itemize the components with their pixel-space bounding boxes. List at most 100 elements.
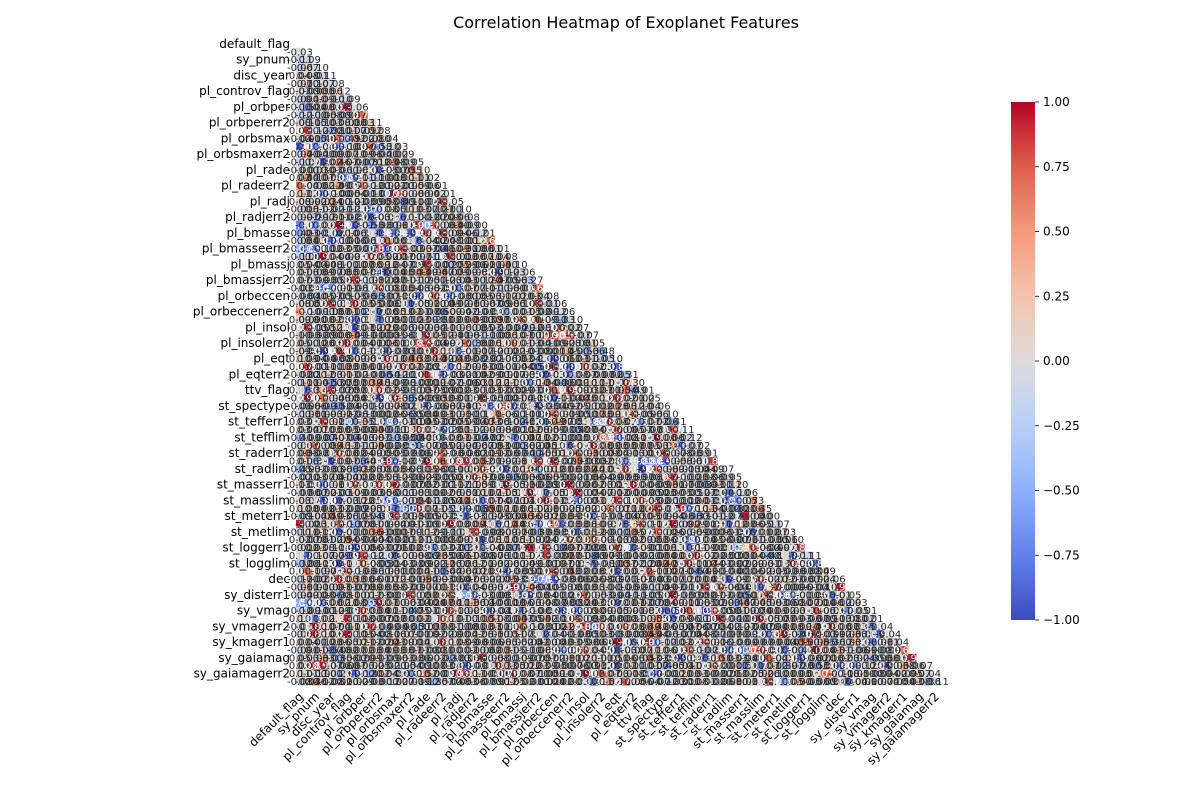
heatmap-cell (335, 394, 344, 403)
heatmap-cell (423, 213, 432, 222)
heatmap-cell (311, 71, 321, 80)
heatmap-cell (518, 291, 527, 301)
heatmap-cell (415, 307, 424, 316)
heatmap-cell (399, 315, 408, 324)
heatmap-cell (303, 315, 313, 324)
heatmap-cell (431, 323, 440, 332)
heatmap-cell (296, 315, 305, 324)
heatmap-cell (447, 378, 456, 387)
heatmap-cell (431, 354, 440, 363)
heatmap-cell (335, 268, 344, 277)
heatmap-cell (399, 228, 408, 238)
heatmap-cell (296, 118, 305, 127)
heatmap-cell (598, 370, 607, 379)
heatmap-cell (303, 268, 313, 277)
heatmap-cell (383, 244, 392, 253)
heatmap-cell (303, 197, 313, 206)
heatmap-cell (391, 370, 400, 379)
heatmap-cell (455, 291, 464, 301)
heatmap-cell (447, 331, 456, 340)
heatmap-cell (367, 126, 376, 135)
heatmap-cell (359, 110, 368, 119)
heatmap-cell (383, 142, 392, 151)
heatmap-cell (335, 362, 344, 371)
heatmap-cell (550, 354, 559, 363)
heatmap-cells (296, 47, 941, 686)
heatmap-cell (319, 299, 329, 308)
heatmap-cell (407, 354, 416, 363)
heatmap-cell (439, 402, 448, 411)
heatmap-cell (296, 165, 305, 175)
heatmap-cell (486, 386, 496, 395)
heatmap-cell (311, 354, 321, 363)
heatmap-cell (502, 276, 511, 285)
heatmap-cell (510, 370, 519, 379)
heatmap-cell (383, 181, 392, 190)
heatmap-cell (311, 110, 321, 119)
heatmap-cell (399, 158, 408, 167)
heatmap-cell (494, 354, 503, 363)
heatmap-cell (431, 221, 440, 230)
heatmap-cell (486, 323, 496, 332)
heatmap-cell (303, 205, 313, 214)
heatmap-cell (415, 213, 424, 222)
heatmap-cell (447, 221, 456, 230)
heatmap-cell (296, 402, 305, 411)
heatmap-cell (327, 134, 337, 143)
heatmap-cell (518, 315, 527, 324)
heatmap-cell (359, 252, 368, 261)
heatmap-cell (343, 228, 352, 238)
heatmap-cell (590, 362, 599, 371)
heatmap-cell (431, 252, 440, 261)
heatmap-cell (566, 386, 575, 395)
heatmap-cell (335, 87, 344, 96)
heatmap-cell (311, 394, 321, 403)
heatmap-cell (335, 307, 344, 316)
heatmap-cell (510, 283, 519, 293)
heatmap-cell (303, 386, 313, 395)
heatmap-cell (423, 331, 432, 340)
heatmap-cell (423, 173, 432, 182)
heatmap-cell (486, 268, 496, 277)
heatmap-cell (566, 394, 575, 403)
heatmap-cell (375, 276, 384, 285)
heatmap-cell (327, 79, 337, 88)
heatmap-cell (550, 307, 559, 316)
heatmap-cell (311, 126, 321, 135)
heatmap-cell (439, 197, 448, 206)
heatmap-annotations: -0.03-0.11-0.09-0.060.07-0.100.040.08-0.… (287, 47, 949, 688)
heatmap-cell (542, 299, 551, 308)
heatmap-cell (327, 370, 337, 379)
heatmap-cell (510, 362, 519, 371)
heatmap-cell (311, 197, 321, 206)
heatmap-cell (391, 189, 400, 198)
heatmap-cell (367, 299, 376, 308)
heatmap-cell (470, 260, 480, 269)
heatmap-cell (296, 158, 305, 167)
heatmap-cell (415, 402, 424, 411)
heatmap-cell (439, 283, 448, 293)
heatmap-cell (375, 386, 384, 395)
heatmap-cell (518, 331, 527, 340)
heatmap-cell (351, 260, 360, 269)
heatmap-cell (351, 236, 360, 245)
heatmap-cell (367, 291, 376, 301)
heatmap-cell (415, 173, 424, 182)
heatmap-cell (351, 126, 360, 135)
heatmap-cell (383, 370, 392, 379)
heatmap-cell (478, 307, 488, 316)
heatmap-cell (439, 394, 448, 403)
heatmap-cell (359, 173, 368, 182)
heatmap-cell (327, 197, 337, 206)
heatmap-cell (470, 339, 480, 348)
heatmap-cell (407, 205, 416, 214)
heatmap-cell (502, 307, 511, 316)
heatmap-cell (399, 291, 408, 301)
heatmap-cell (486, 299, 496, 308)
heatmap-cell (407, 283, 416, 293)
heatmap-cell (296, 299, 305, 308)
heatmap-cell (407, 260, 416, 269)
heatmap-cell (359, 142, 368, 151)
heatmap-cell (319, 244, 329, 253)
